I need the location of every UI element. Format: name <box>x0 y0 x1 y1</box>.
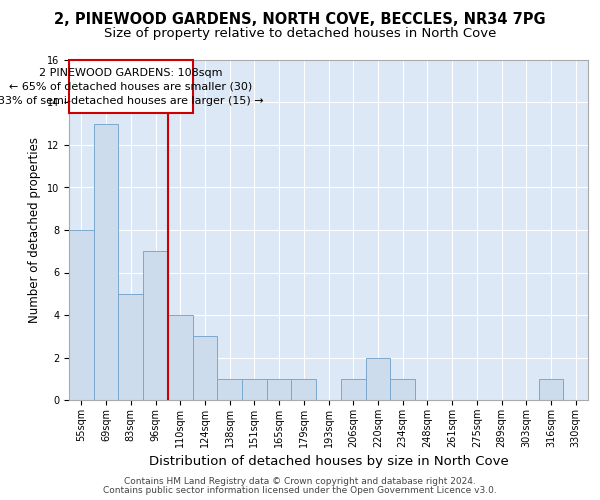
Text: 2 PINEWOOD GARDENS: 108sqm
← 65% of detached houses are smaller (30)
33% of semi: 2 PINEWOOD GARDENS: 108sqm ← 65% of deta… <box>0 68 263 106</box>
Bar <box>292 379 316 400</box>
Text: Contains HM Land Registry data © Crown copyright and database right 2024.: Contains HM Land Registry data © Crown c… <box>124 477 476 486</box>
Bar <box>118 294 143 400</box>
Bar <box>69 60 193 113</box>
Bar <box>267 379 292 400</box>
Bar <box>143 251 168 400</box>
Bar <box>242 379 267 400</box>
Text: Size of property relative to detached houses in North Cove: Size of property relative to detached ho… <box>104 28 496 40</box>
Bar <box>168 315 193 400</box>
X-axis label: Distribution of detached houses by size in North Cove: Distribution of detached houses by size … <box>149 456 508 468</box>
Text: Contains public sector information licensed under the Open Government Licence v3: Contains public sector information licen… <box>103 486 497 495</box>
Bar <box>217 379 242 400</box>
Bar <box>539 379 563 400</box>
Y-axis label: Number of detached properties: Number of detached properties <box>28 137 41 323</box>
Bar <box>341 379 365 400</box>
Bar <box>69 230 94 400</box>
Bar <box>365 358 390 400</box>
Bar <box>390 379 415 400</box>
Bar <box>193 336 217 400</box>
Bar <box>94 124 118 400</box>
Text: 2, PINEWOOD GARDENS, NORTH COVE, BECCLES, NR34 7PG: 2, PINEWOOD GARDENS, NORTH COVE, BECCLES… <box>54 12 546 28</box>
